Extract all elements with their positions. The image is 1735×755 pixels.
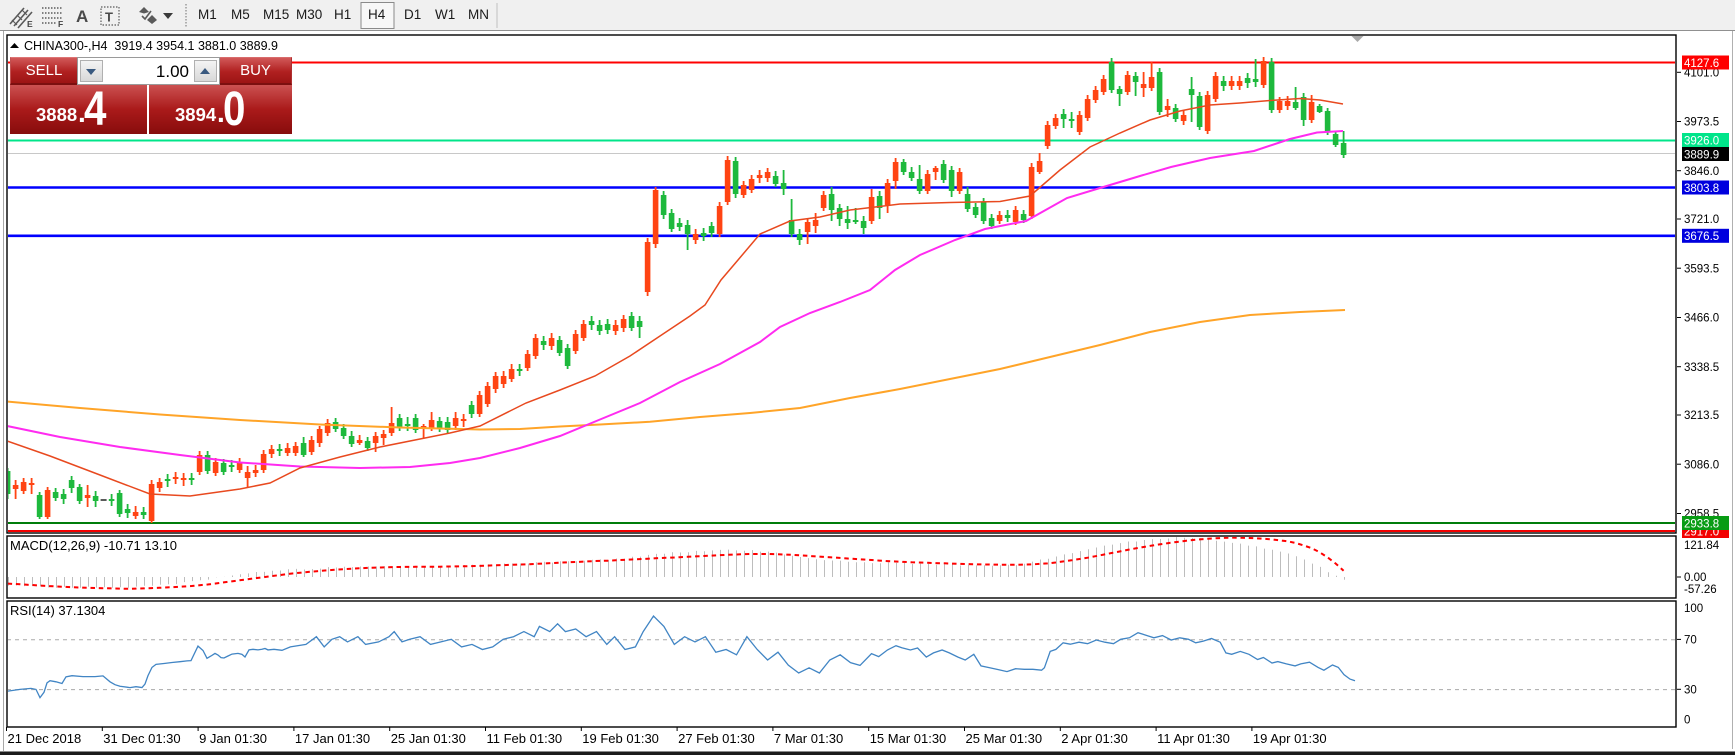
svg-text:4101.0: 4101.0 xyxy=(1684,68,1719,80)
svg-text:RSI(14) 37.1304: RSI(14) 37.1304 xyxy=(10,603,105,618)
svg-text:3593.5: 3593.5 xyxy=(1684,263,1719,275)
svg-text:2933.8: 2933.8 xyxy=(1684,518,1719,530)
svg-text:19 Feb 01:30: 19 Feb 01:30 xyxy=(582,731,659,746)
svg-text:31 Dec 01:30: 31 Dec 01:30 xyxy=(103,731,180,746)
svg-text:3676.5: 3676.5 xyxy=(1684,231,1719,243)
svg-text:25 Mar 01:30: 25 Mar 01:30 xyxy=(966,731,1043,746)
svg-text:-57.26: -57.26 xyxy=(1684,584,1717,596)
svg-text:3926.0: 3926.0 xyxy=(1684,135,1719,147)
svg-text:CHINA300-,H4 3919.4 3954.1 38: CHINA300-,H4 3919.4 3954.1 3881.0 3889.9 xyxy=(24,38,278,53)
svg-text:3803.8: 3803.8 xyxy=(1684,183,1719,195)
svg-text:3338.5: 3338.5 xyxy=(1684,362,1719,374)
svg-text:25 Jan 01:30: 25 Jan 01:30 xyxy=(391,731,466,746)
svg-text:3213.5: 3213.5 xyxy=(1684,410,1719,422)
svg-text:A: A xyxy=(76,7,88,26)
svg-text:T: T xyxy=(105,10,113,25)
svg-text:4127.6: 4127.6 xyxy=(1684,58,1719,70)
svg-text:MACD(12,26,9) -10.71 13.10: MACD(12,26,9) -10.71 13.10 xyxy=(10,538,177,553)
svg-text:2 Apr 01:30: 2 Apr 01:30 xyxy=(1061,731,1128,746)
svg-text:21 Dec 2018: 21 Dec 2018 xyxy=(8,731,82,746)
svg-text:70: 70 xyxy=(1684,634,1697,646)
svg-text:3466.0: 3466.0 xyxy=(1684,313,1719,325)
svg-text:3086.0: 3086.0 xyxy=(1684,459,1719,471)
svg-text:19 Apr 01:30: 19 Apr 01:30 xyxy=(1253,731,1327,746)
svg-text:3721.0: 3721.0 xyxy=(1684,214,1719,226)
svg-text:121.84: 121.84 xyxy=(1684,540,1720,552)
svg-text:27 Feb 01:30: 27 Feb 01:30 xyxy=(678,731,755,746)
svg-text:30: 30 xyxy=(1684,684,1697,696)
svg-text:100: 100 xyxy=(1684,603,1703,615)
svg-text:7 Mar 01:30: 7 Mar 01:30 xyxy=(774,731,843,746)
svg-text:3846.0: 3846.0 xyxy=(1684,166,1719,178)
svg-text:0.00: 0.00 xyxy=(1684,572,1706,584)
svg-text:11 Feb 01:30: 11 Feb 01:30 xyxy=(487,731,563,746)
svg-text:17 Jan 01:30: 17 Jan 01:30 xyxy=(295,731,370,746)
svg-text:15 Mar 01:30: 15 Mar 01:30 xyxy=(870,731,947,746)
svg-text:11 Apr 01:30: 11 Apr 01:30 xyxy=(1157,731,1230,746)
svg-text:3973.5: 3973.5 xyxy=(1684,117,1719,129)
svg-text:9 Jan 01:30: 9 Jan 01:30 xyxy=(199,731,267,746)
svg-text:F: F xyxy=(58,19,63,29)
svg-text:3889.9: 3889.9 xyxy=(1684,149,1719,161)
svg-text:E: E xyxy=(27,19,33,29)
svg-text:0: 0 xyxy=(1684,715,1690,727)
